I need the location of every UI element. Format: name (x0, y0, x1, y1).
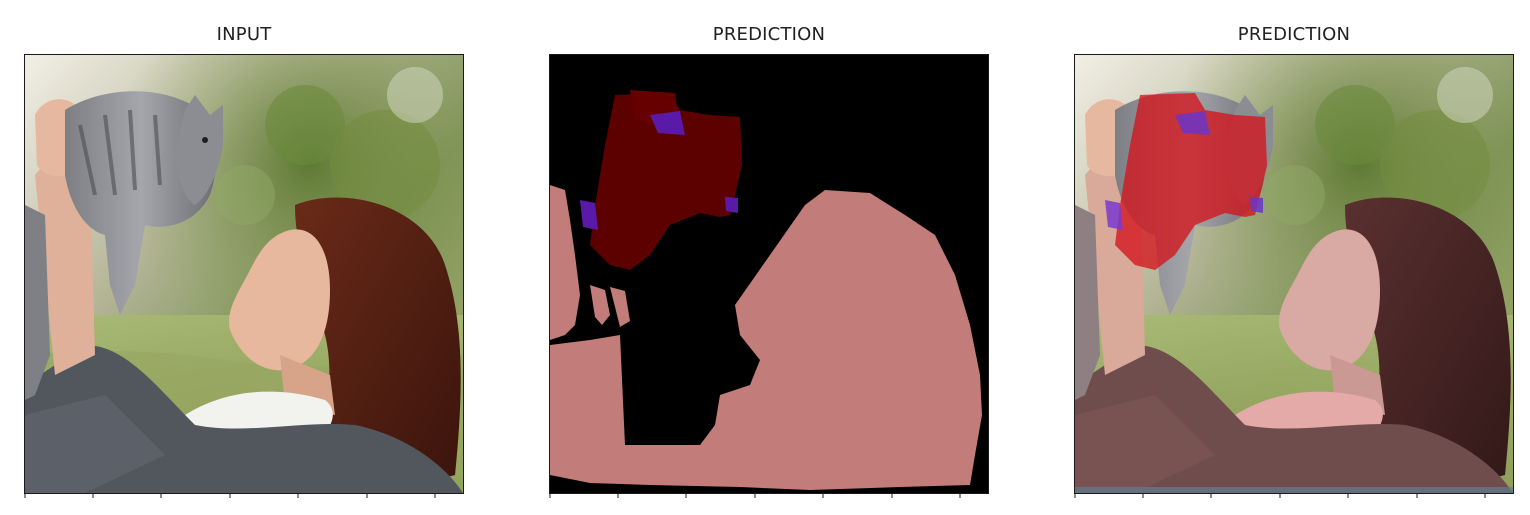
panel-prediction-overlay: PREDICTION (1074, 0, 1514, 515)
input-image-axes (24, 54, 464, 494)
overlay-photo (1075, 55, 1513, 493)
mask-image-axes (549, 54, 989, 494)
panel-input: INPUT (24, 0, 464, 515)
panel-prediction-mask: PREDICTION (549, 0, 989, 515)
segmentation-mask (550, 55, 988, 493)
input-photo (25, 55, 463, 493)
overlay-image-axes (1074, 54, 1514, 494)
panel-title: PREDICTION (712, 24, 826, 45)
panel-title: INPUT (216, 24, 272, 45)
panel-title: PREDICTION (1237, 24, 1351, 45)
